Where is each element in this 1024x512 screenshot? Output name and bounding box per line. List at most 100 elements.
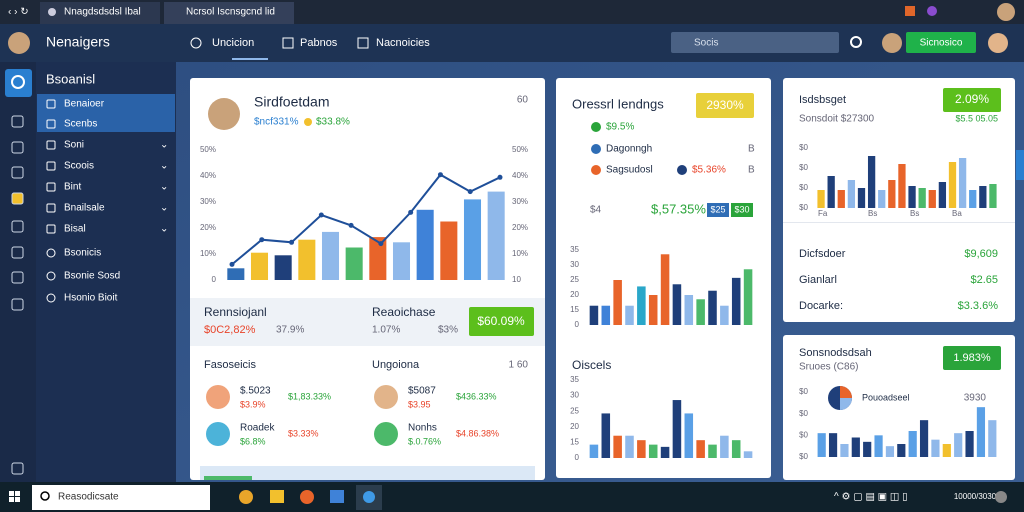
nav-item[interactable]: Pabnos	[300, 37, 338, 49]
row-value: $3.3.6%	[958, 300, 999, 312]
tag	[707, 203, 729, 217]
highlight-value: $60.09%	[477, 314, 525, 328]
sidebar-item[interactable]: Bnailsale	[64, 203, 105, 214]
bar	[851, 437, 860, 457]
rail-icon	[11, 271, 24, 284]
bar	[979, 186, 987, 208]
bar	[828, 433, 838, 457]
sidebar-item[interactable]: Hsonio Bioit	[64, 293, 118, 304]
row-sub: $6.8%	[240, 436, 266, 446]
bar	[840, 444, 849, 457]
icon	[357, 37, 369, 49]
legend-dot	[677, 165, 687, 175]
rail-icon	[11, 115, 24, 128]
section-corner: 1 60	[509, 360, 529, 371]
rail-icon	[11, 75, 25, 89]
tab[interactable]	[40, 2, 160, 24]
tick-label: 10%	[512, 249, 528, 258]
chevron: ⌄	[160, 140, 168, 151]
nav-item[interactable]: Uncicion	[212, 37, 254, 49]
tick-label: 50%	[512, 145, 528, 154]
bar	[684, 295, 694, 325]
start-button[interactable]	[9, 491, 20, 502]
taskbar-apps[interactable]	[239, 485, 382, 510]
tick-label: 30	[570, 391, 579, 400]
axis-label: Bs	[910, 209, 919, 218]
rail-icon	[11, 298, 24, 311]
tick-label: 30%	[200, 197, 216, 206]
bar	[601, 413, 611, 458]
item-icon	[46, 140, 56, 150]
chevron: ⌄	[160, 203, 168, 214]
sidebar-items: Benaioer Scenbs Soni ⌄ Scoois ⌄ Bint ⌄ Bnailsale…	[46, 99, 168, 304]
bar	[625, 305, 634, 325]
sidebar-item[interactable]: Soni	[64, 140, 84, 151]
bar	[298, 239, 316, 280]
row-sub: $3.9%	[240, 399, 266, 409]
line-point	[378, 241, 384, 247]
sidebar-item[interactable]: Bsonie Sosd	[64, 271, 120, 282]
avatar	[988, 33, 1008, 53]
line-point	[289, 239, 295, 245]
bar	[908, 431, 917, 457]
bar	[863, 441, 872, 457]
card-subtitle: Sonsdoit $27300	[799, 114, 875, 125]
nav-item[interactable]: Nacnoicies	[376, 37, 430, 49]
sidebar-item[interactable]: Bsonicis	[64, 248, 101, 259]
line-point	[437, 172, 443, 178]
sidebar-item[interactable]: Bint	[64, 182, 81, 193]
bar	[948, 162, 957, 208]
bar	[440, 221, 458, 280]
nav-arrows[interactable]: ‹ › ↻	[8, 7, 29, 18]
taskbar-search[interactable]	[32, 485, 210, 510]
tab[interactable]	[164, 2, 294, 24]
tick-label: $0	[799, 143, 808, 152]
bar	[684, 413, 694, 458]
bar	[613, 435, 622, 458]
nav-underline	[232, 58, 268, 60]
tab-title: Ncrsol Iscnsgcnd lid	[186, 7, 275, 18]
bar	[942, 444, 951, 457]
ext-icon	[905, 6, 915, 16]
chart: $0 $0 $0 $0	[799, 143, 997, 212]
rail-active[interactable]	[5, 69, 32, 97]
axis-label: Fa	[818, 209, 828, 218]
search-box[interactable]	[671, 32, 839, 53]
row-value: $1,83.33%	[288, 391, 331, 401]
tick-label: 20%	[512, 223, 528, 232]
row-name: Nonhs	[408, 423, 437, 434]
divider	[783, 222, 1015, 223]
row-value: $2.65	[970, 274, 998, 286]
tick-label: 20%	[200, 223, 216, 232]
stat-pct: $3%	[438, 325, 458, 336]
sidebar-item[interactable]: Scoois	[64, 161, 94, 172]
bar	[837, 190, 845, 208]
bar	[625, 435, 634, 458]
sidebar-item[interactable]: Bisal	[64, 224, 86, 235]
sidebar-item[interactable]: Benaioer	[64, 99, 105, 110]
line-point	[318, 212, 324, 218]
sidebar-title: Bsoanisl	[46, 71, 95, 86]
primary-button[interactable]	[906, 32, 976, 53]
legend: Dagonngh	[606, 144, 652, 155]
bar	[931, 439, 940, 457]
card-subtitle: $ncf331%	[254, 117, 299, 128]
legend: Pouoadseel	[862, 392, 910, 402]
tick-label: 0	[575, 320, 580, 329]
section-title: Ungoiona	[372, 359, 420, 371]
badge	[943, 346, 1001, 370]
line-point	[408, 209, 414, 215]
chart: 50% 40% 30% 20% 10% 0 50% 40% 30% 20% 10% 10	[200, 145, 528, 284]
legend: Sagsudosl	[606, 165, 653, 176]
line-point	[229, 261, 235, 267]
sidebar-item[interactable]: Scenbs	[64, 119, 97, 130]
bar	[898, 164, 906, 208]
profile[interactable]	[997, 3, 1015, 21]
logo-avatar	[8, 32, 30, 54]
tick-label: 20	[570, 422, 579, 431]
bar	[938, 182, 947, 208]
notifications[interactable]	[995, 491, 1007, 503]
tick-label: 30	[570, 260, 579, 269]
item-icon	[46, 203, 56, 213]
